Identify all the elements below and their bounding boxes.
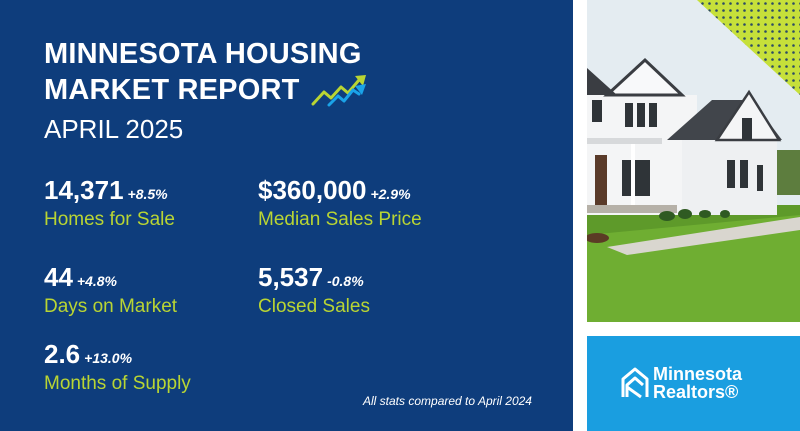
brand-name: Minnesota Realtors®	[653, 365, 742, 401]
stat-days-on-market: 44 +4.8% Days on Market	[44, 263, 177, 319]
stat-label: Months of Supply	[44, 373, 191, 394]
trending-up-arrows-icon	[311, 75, 366, 107]
brand-box: Minnesota Realtors®	[587, 336, 800, 431]
stat-label: Median Sales Price	[258, 209, 422, 230]
brand-line-1: Minnesota	[653, 364, 743, 384]
stat-change: +13.0%	[84, 350, 133, 366]
stat-value: 14,371	[44, 175, 124, 205]
page-title: MINNESOTA HOUSING MARKET REPORT	[44, 36, 362, 108]
brand-line-2: Realtors®	[653, 382, 739, 402]
stat-change: +4.8%	[76, 273, 118, 289]
stat-change: +8.5%	[127, 186, 168, 202]
stat-value: 44	[44, 262, 73, 292]
house-photo	[587, 0, 800, 322]
stat-closed-sales: 5,537 -0.8% Closed Sales	[258, 263, 370, 319]
stat-change: +2.9%	[370, 186, 411, 202]
comparison-footnote: All stats compared to April 2024	[363, 394, 532, 408]
stat-value: $360,000	[258, 175, 367, 205]
report-date: APRIL 2025	[44, 114, 184, 144]
stat-median-sales-price: $360,000 +2.9% Median Sales Price	[258, 176, 422, 232]
stat-homes-for-sale: 14,371 +8.5% Homes for Sale	[44, 176, 175, 232]
stat-label: Closed Sales	[258, 296, 370, 317]
report-panel: MINNESOTA HOUSING MARKET REPORT APRIL 20…	[0, 0, 573, 431]
stat-label: Homes for Sale	[44, 209, 175, 230]
minnesota-realtors-logo	[621, 367, 649, 399]
title-line-1: MINNESOTA HOUSING	[44, 38, 362, 70]
stat-change: -0.8%	[327, 273, 364, 289]
stat-value: 2.6	[44, 339, 81, 369]
stat-value: 5,537	[258, 262, 324, 292]
stat-months-of-supply: 2.6 +13.0% Months of Supply	[44, 340, 191, 396]
title-line-2: MARKET REPORT	[44, 74, 300, 106]
stat-label: Days on Market	[44, 296, 178, 317]
